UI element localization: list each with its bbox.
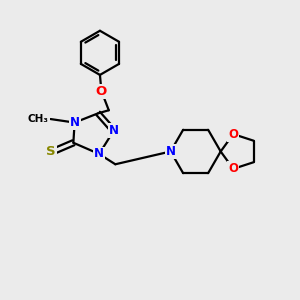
Text: S: S — [46, 145, 56, 158]
Text: N: N — [109, 124, 118, 137]
Text: N: N — [70, 116, 80, 129]
Text: N: N — [166, 145, 176, 158]
Text: O: O — [96, 85, 107, 98]
Text: O: O — [228, 162, 238, 175]
Text: O: O — [228, 128, 238, 141]
Text: N: N — [94, 148, 104, 160]
Text: CH₃: CH₃ — [28, 114, 49, 124]
